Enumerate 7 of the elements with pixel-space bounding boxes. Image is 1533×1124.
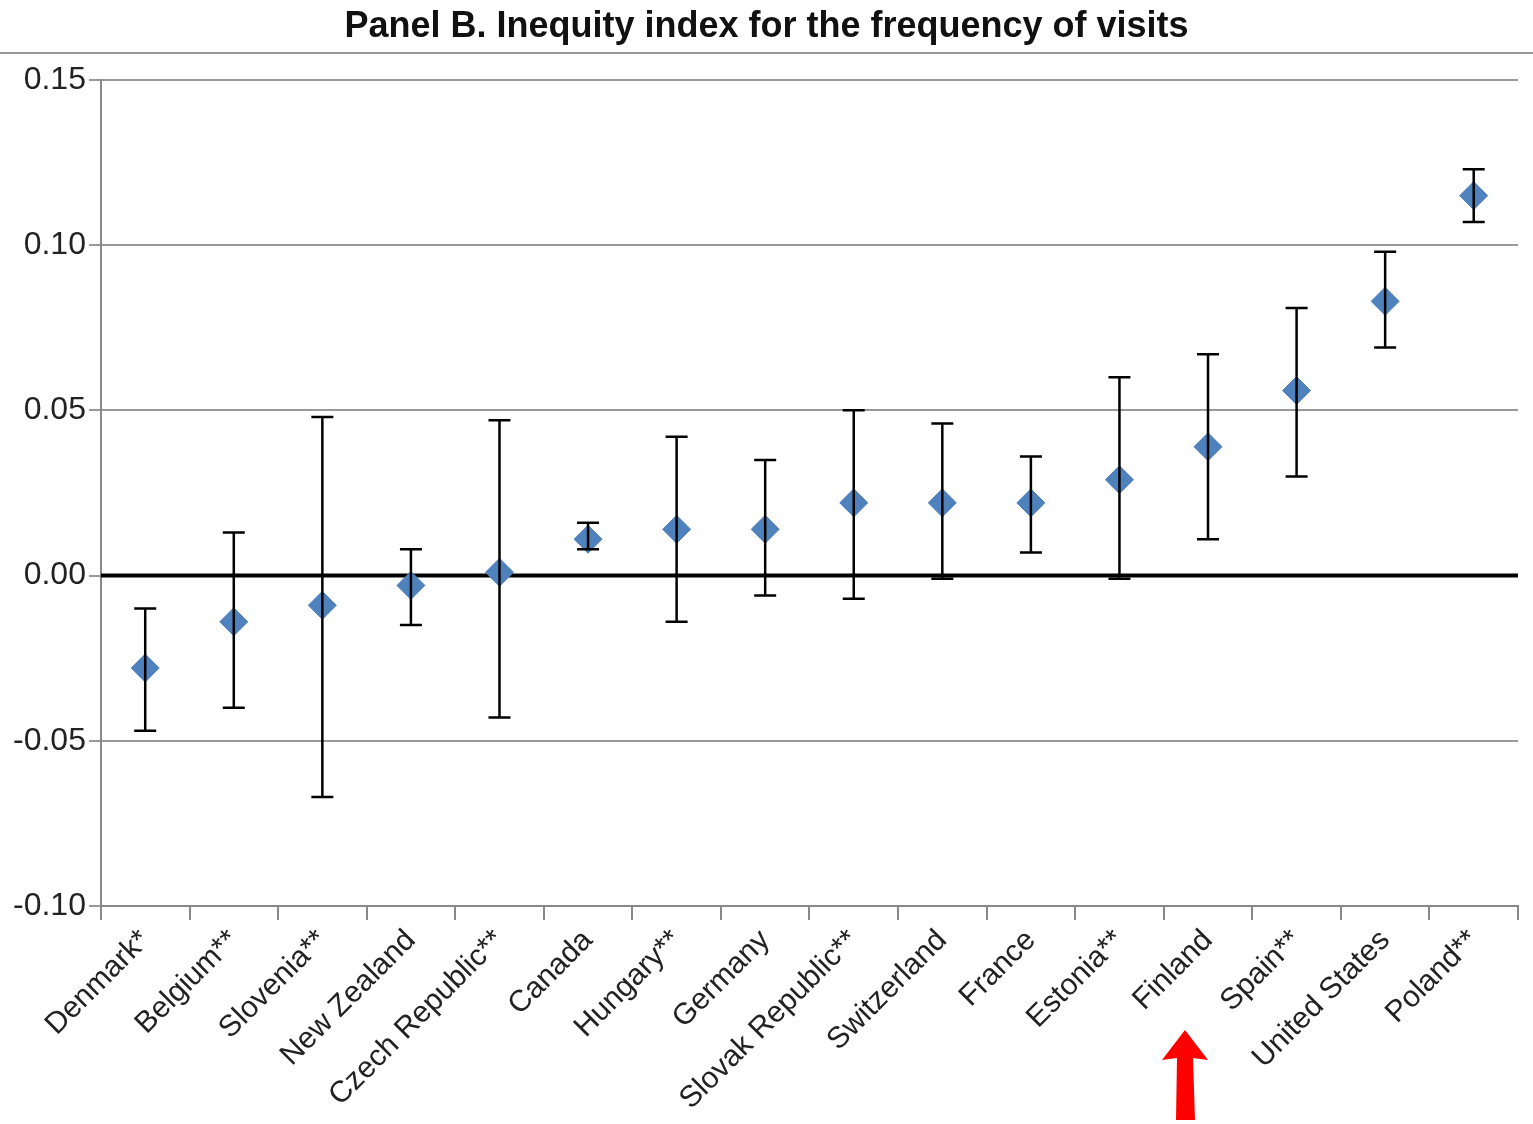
y-tick-label: 0.05: [23, 390, 86, 427]
y-tick-label: 0.10: [23, 225, 86, 262]
y-tick-label: 0.15: [23, 59, 86, 96]
y-tick-label: -0.10: [13, 885, 86, 922]
y-tick-label: 0.00: [23, 555, 86, 592]
chart-title: Panel B. Inequity index for the frequency of visits: [0, 4, 1533, 54]
y-tick-label: -0.05: [13, 720, 86, 757]
